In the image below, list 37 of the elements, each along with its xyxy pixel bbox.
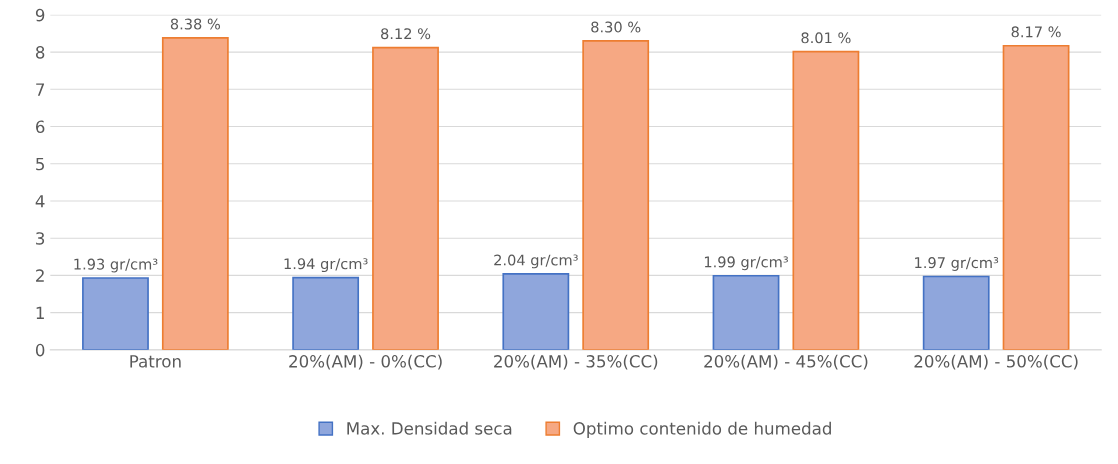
data-label: 8.17 % xyxy=(1011,26,1061,38)
x-tick-label: 20%(AM) - 50%(CC) xyxy=(914,354,1078,370)
y-tick-label: 5 xyxy=(36,157,44,171)
x-tick-label: 20%(AM) - 0%(CC) xyxy=(289,354,442,370)
y-tick-label: 2 xyxy=(36,269,44,282)
y-tick-label: 0 xyxy=(35,343,45,357)
y-tick-label: 4 xyxy=(35,195,45,208)
data-label: 8.12 % xyxy=(381,28,431,40)
data-label: 1.97 gr/cm³ xyxy=(915,257,999,271)
bar xyxy=(712,274,780,350)
data-label: 1.93 gr/cm³ xyxy=(74,258,158,273)
y-tick-label: 9 xyxy=(35,8,45,22)
y-tick-label: 6 xyxy=(36,120,45,134)
bar xyxy=(372,46,439,350)
legend-label: Optimo contenido de humedad xyxy=(573,421,831,438)
y-tick-label: 7 xyxy=(36,83,45,96)
bar xyxy=(161,37,229,350)
x-tick-label: 20%(AM) - 35%(CC) xyxy=(494,354,658,370)
data-label: 1.94 gr/cm³ xyxy=(284,258,368,273)
y-tick-label: 1 xyxy=(36,306,44,319)
bar xyxy=(292,276,360,350)
data-label: 8.38 % xyxy=(170,18,221,30)
x-tick-label: Patron xyxy=(130,355,181,368)
x-tick-label: 20%(AM) - 45%(CC) xyxy=(704,354,868,370)
y-tick-label: 8 xyxy=(35,46,45,59)
bar xyxy=(502,273,570,350)
data-label: 1.99 gr/cm³ xyxy=(704,256,788,271)
bar xyxy=(582,40,650,350)
data-label: 8.30 % xyxy=(591,21,641,33)
bar xyxy=(82,277,149,350)
data-label: 8.01 % xyxy=(801,32,851,44)
bar xyxy=(792,50,860,350)
legend-label: Max. Densidad seca xyxy=(347,421,512,435)
data-label: 2.04 gr/cm³ xyxy=(494,254,578,269)
y-tick-label: 3 xyxy=(36,232,45,245)
bar xyxy=(1002,44,1070,350)
bar xyxy=(922,275,990,350)
